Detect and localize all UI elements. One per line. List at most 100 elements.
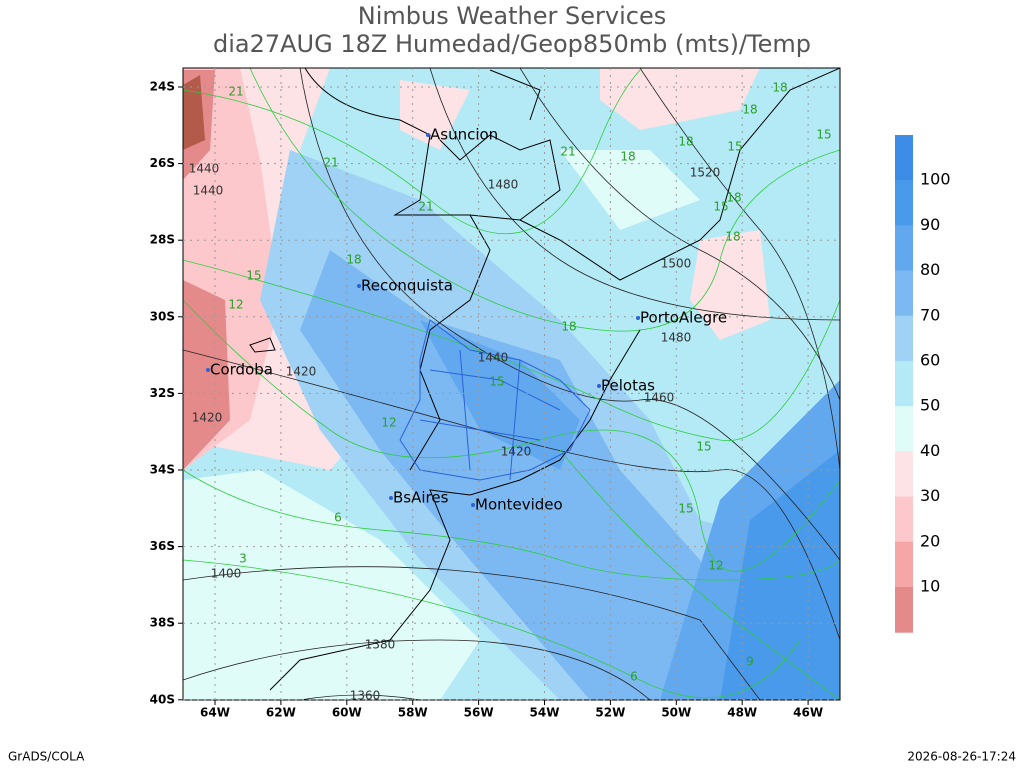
subtitle: dia27AUG 18Z Humedad/Geop850mb (mts)/Tem… <box>213 30 811 58</box>
temperature-label: 15 <box>816 128 831 142</box>
colorbar-swatch <box>895 225 913 272</box>
borders <box>249 68 840 691</box>
temperature-contours <box>183 68 840 700</box>
temperature-label: 21 <box>418 200 433 214</box>
colorbar-label: 100 <box>920 170 951 189</box>
city-dot <box>471 503 475 507</box>
field-moist <box>183 150 700 640</box>
city-dot <box>206 368 210 372</box>
geopotential-label: 1420 <box>501 445 532 459</box>
geopotential-label: 1360 <box>350 689 381 703</box>
lat-label: 32S <box>150 386 175 400</box>
lat-label: 30S <box>150 309 175 323</box>
colorbar-swatch <box>895 270 913 317</box>
colorbar-label: 80 <box>920 260 940 279</box>
colorbar-label: 30 <box>920 486 940 505</box>
colorbar-swatch <box>895 135 913 181</box>
colorbar-swatch <box>895 180 913 226</box>
temperature-label: 21 <box>560 145 575 159</box>
lat-label: 24S <box>150 80 175 94</box>
geopotential-contours <box>183 68 840 700</box>
temperature-label: 21 <box>228 85 243 99</box>
lon-label: 56W <box>464 706 494 720</box>
city-label: Reconquista <box>361 277 453 295</box>
title: Nimbus Weather Services <box>358 2 666 30</box>
footer-left: GrADS/COLA <box>8 750 85 764</box>
lon-label: 64W <box>200 706 230 720</box>
temperature-label: 6 <box>630 670 638 684</box>
map-field <box>183 68 840 700</box>
colorbar-label: 90 <box>920 215 940 234</box>
temperature-label: 12 <box>228 298 243 312</box>
temperature-label: 18 <box>726 191 741 205</box>
city-dot <box>597 384 601 388</box>
lon-label: 60W <box>332 706 362 720</box>
colorbar-swatch <box>895 361 913 407</box>
temperature-label: 15 <box>696 440 711 454</box>
colorbar-label: 20 <box>920 531 940 550</box>
temperature-label: 15 <box>246 269 261 283</box>
lon-label: 48W <box>727 706 757 720</box>
temperature-label: 18 <box>561 320 576 334</box>
colorbar-swatch <box>895 451 913 498</box>
lat-label: 26S <box>150 156 175 170</box>
temperature-label: 12 <box>381 416 396 430</box>
colorbar-swatch <box>895 315 913 362</box>
city-dot <box>357 284 361 288</box>
colorbar-label: 10 <box>920 577 940 596</box>
temperature-label: 18 <box>678 135 693 149</box>
geopotential-label: 1480 <box>488 178 519 192</box>
city-dot <box>389 496 393 500</box>
temperature-label: 15 <box>727 140 742 154</box>
temperature-label: 12 <box>708 559 723 573</box>
city-label: Cordoba <box>210 361 273 379</box>
temperature-label: 18 <box>725 230 740 244</box>
temperature-label: 18 <box>772 81 787 95</box>
temperature-label: 6 <box>334 511 342 525</box>
geopotential-label: 1440 <box>189 162 220 176</box>
colorbar-label: 60 <box>920 351 940 370</box>
lon-label: 52W <box>595 706 625 720</box>
geopotential-label: 1460 <box>644 391 675 405</box>
lon-label: 58W <box>398 706 428 720</box>
lat-label: 40S <box>150 692 175 706</box>
geopotential-label: 1520 <box>690 166 721 180</box>
temperature-label: 15 <box>678 502 693 516</box>
footer-right: 2026-08-26-17:24 <box>907 750 1016 764</box>
field-moist <box>183 470 480 700</box>
city-label: Montevideo <box>475 496 563 514</box>
city-label: PortoAlegre <box>640 309 727 327</box>
geopotential-label: 1440 <box>478 351 509 365</box>
lat-label: 34S <box>150 463 175 477</box>
temperature-label: 21 <box>323 156 338 170</box>
field-dry <box>400 68 770 340</box>
colorbar-swatch <box>895 541 913 588</box>
lon-label: 62W <box>266 706 296 720</box>
lon-label: 54W <box>530 706 560 720</box>
geopotential-label: 1500 <box>661 257 692 271</box>
field-moist <box>720 450 840 700</box>
city-label: BsAires <box>393 489 449 507</box>
colorbar-label: 40 <box>920 441 940 460</box>
temperature-label: 18 <box>620 150 635 164</box>
lon-label: 46W <box>793 706 823 720</box>
geopotential-label: 1380 <box>365 638 396 652</box>
geopotential-label: 1480 <box>661 331 692 345</box>
colorbar-swatch <box>895 406 913 452</box>
lat-label: 28S <box>150 233 175 247</box>
map-frame <box>182 67 841 701</box>
geopotential-label: 1420 <box>286 365 317 379</box>
geopotential-label: 1400 <box>211 567 242 581</box>
colorbar-label: 50 <box>920 396 940 415</box>
temperature-label: 18 <box>742 103 757 117</box>
admin-borders <box>399 319 591 481</box>
field-dry <box>183 70 230 470</box>
colorbar-swatch <box>895 496 913 543</box>
temperature-label: 3 <box>239 552 247 566</box>
temperature-label: 18 <box>346 253 361 267</box>
temperature-label: 15 <box>713 200 728 214</box>
temperature-label: 9 <box>746 655 754 669</box>
city-label: Pelotas <box>601 377 655 395</box>
